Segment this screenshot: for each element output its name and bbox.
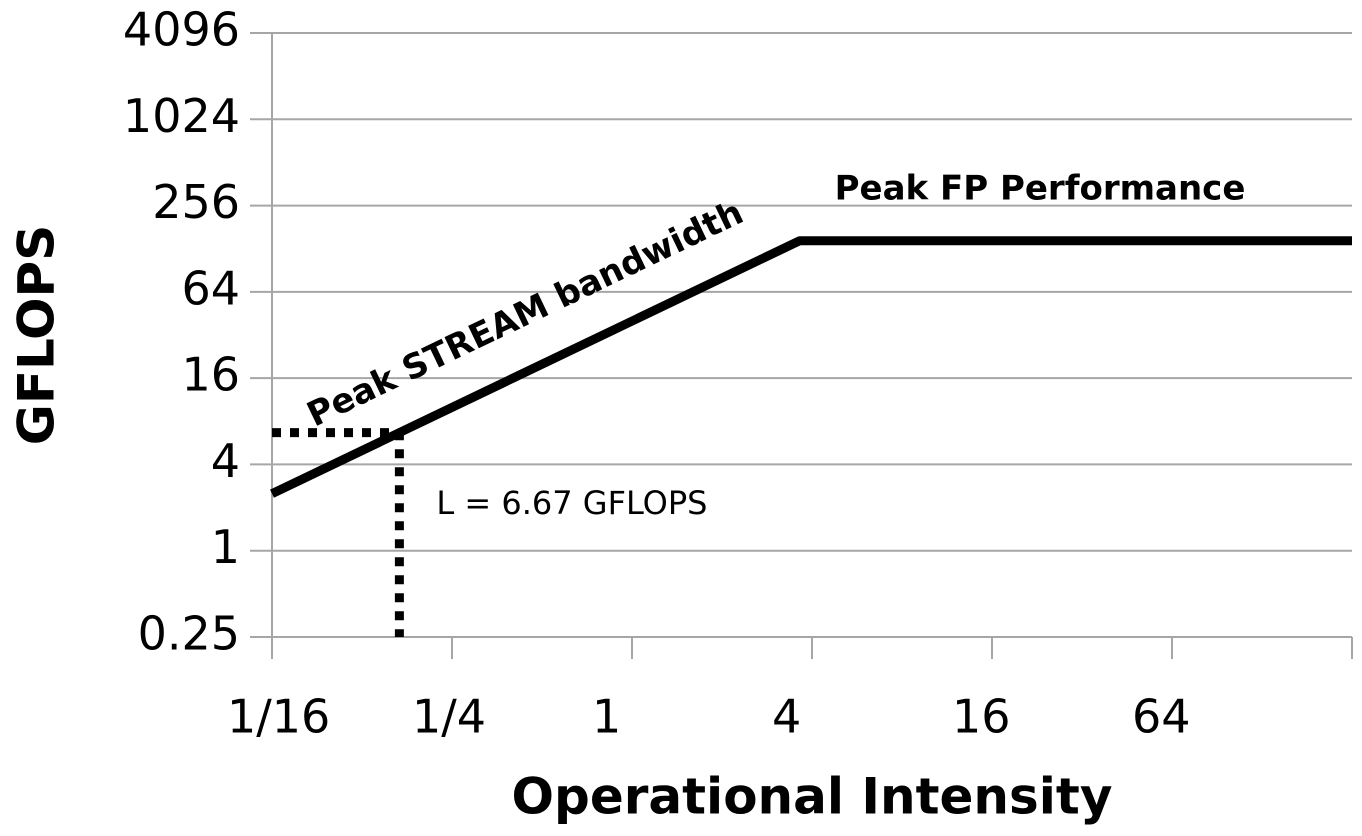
- x-axis-title: Operational Intensity: [512, 768, 1113, 826]
- x-tick-label: 1: [592, 690, 621, 744]
- guide-line: [272, 428, 404, 637]
- y-tick-label: 256: [152, 175, 240, 229]
- y-tick-label: 1: [211, 520, 240, 574]
- x-tick-label: 256: [1360, 690, 1362, 744]
- x-tick-label: 1/16: [227, 690, 330, 744]
- y-tick-label: 4096: [123, 3, 240, 57]
- x-tick-label: 64: [1132, 690, 1191, 744]
- y-tick-label: 64: [181, 261, 240, 315]
- y-tick-label: 16: [181, 348, 240, 402]
- x-tick-label: 16: [952, 690, 1011, 744]
- y-axis-title: GFLOPS: [8, 225, 66, 445]
- x-tick-label: 4: [772, 690, 801, 744]
- x-tick-label: 1/4: [412, 690, 486, 744]
- roofline: [270, 236, 1352, 498]
- annotation: Peak FP Performance: [835, 169, 1246, 209]
- annotation: L = 6.67 GFLOPS: [436, 484, 707, 522]
- y-tick-label: 4: [211, 434, 240, 488]
- annotation: Peak STREAM bandwidth: [301, 192, 749, 435]
- y-tick-label: 1024: [123, 89, 240, 143]
- y-tick-label: 0.25: [138, 607, 240, 661]
